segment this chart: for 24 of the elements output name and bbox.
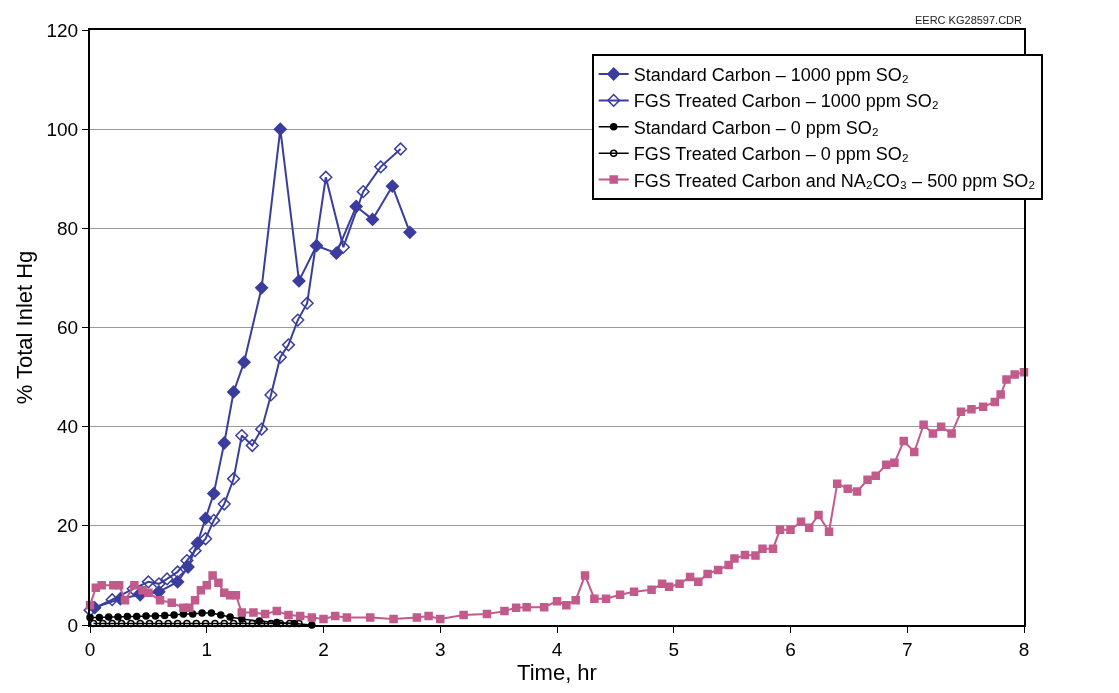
legend-label: Standard Carbon – 1000 ppm SO₂ xyxy=(633,65,909,86)
x-tick-label: 0 xyxy=(84,638,96,660)
y-tick-label: 40 xyxy=(57,416,79,438)
text: EERC KG28597.CDR xyxy=(915,14,1023,26)
y-tick-label: 120 xyxy=(46,19,79,41)
y-tick-label: 60 xyxy=(57,317,79,339)
legend-label: FGS Treated Carbon – 0 ppm SO₂ xyxy=(633,144,909,165)
legend-label: FGS Treated Carbon – 1000 ppm SO₂ xyxy=(633,91,939,112)
x-tick-label: 2 xyxy=(318,638,329,660)
x-tick-label: 5 xyxy=(668,638,680,660)
legend-label: Standard Carbon – 0 ppm SO₂ xyxy=(633,117,879,138)
x-tick-label: 4 xyxy=(551,638,563,660)
y-axis-title: % Total Inlet Hg xyxy=(11,250,37,405)
x-tick-label: 8 xyxy=(1018,638,1030,660)
x-tick-label: 3 xyxy=(434,638,446,660)
x-tick-label: 6 xyxy=(785,638,796,660)
y-tick-label: 20 xyxy=(57,515,79,537)
y-tick-label: 0 xyxy=(67,614,79,636)
x-tick-label: 1 xyxy=(201,638,213,660)
y-tick-label: 100 xyxy=(46,118,79,140)
legend-label: FGS Treated Carbon and NA₂CO₃ – 500 ppm SO₂ xyxy=(633,170,1036,191)
y-tick-label: 80 xyxy=(57,217,79,239)
x-axis-title: Time, hr xyxy=(517,659,597,685)
x-tick-label: 7 xyxy=(901,638,913,660)
